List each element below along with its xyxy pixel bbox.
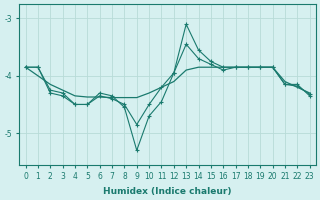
X-axis label: Humidex (Indice chaleur): Humidex (Indice chaleur) [103,187,232,196]
